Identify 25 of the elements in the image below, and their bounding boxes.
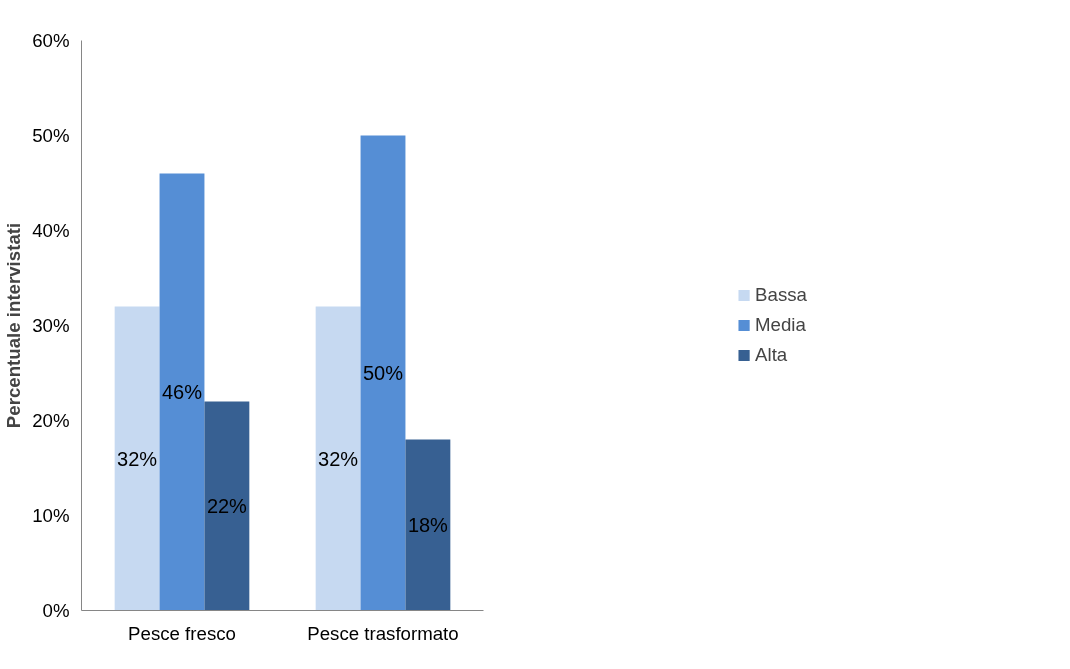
bar: [159, 173, 205, 611]
legend-label: Bassa: [755, 284, 807, 306]
y-tick-label: 40%: [32, 220, 70, 241]
y-tick-label: 0%: [42, 600, 70, 621]
bar: [315, 306, 361, 611]
x-tick-label: Pesce fresco: [128, 622, 236, 644]
data-label: 32%: [318, 447, 359, 470]
y-tick-label: 20%: [32, 410, 70, 431]
legend-label: Alta: [755, 344, 788, 366]
bar: [114, 306, 160, 611]
y-axis-title: Percentuale intervistati: [3, 222, 25, 429]
bar: [405, 439, 451, 611]
y-tick-label: 10%: [32, 505, 70, 526]
data-label: 50%: [362, 362, 404, 384]
bar: [360, 135, 406, 611]
data-label: 32%: [117, 447, 158, 470]
data-label: 22%: [206, 495, 248, 517]
data-label: 46%: [161, 381, 203, 403]
y-tick-label: 30%: [32, 315, 70, 336]
y-tick-label: 60%: [32, 30, 70, 51]
legend-label: Media: [755, 314, 806, 336]
bar: [204, 401, 250, 611]
x-tick-label: Pesce trasformato: [307, 622, 459, 644]
y-tick-label: 50%: [32, 125, 70, 146]
data-label: 18%: [407, 514, 449, 536]
